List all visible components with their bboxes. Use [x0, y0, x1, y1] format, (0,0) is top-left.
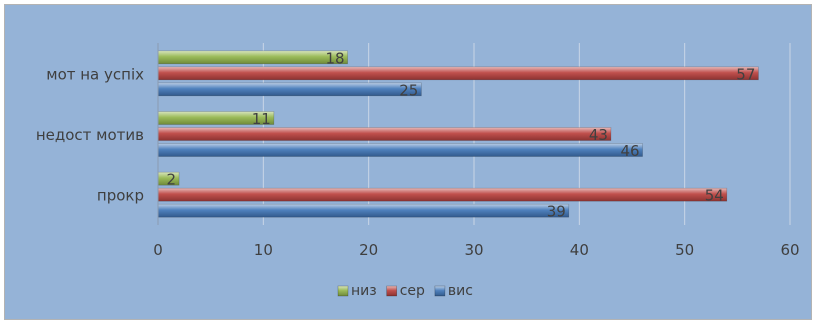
x-tick-label: 60 — [780, 241, 799, 259]
bar-вис-2 — [157, 203, 570, 218]
legend-swatch-сер — [386, 285, 398, 297]
x-tick-label: 10 — [254, 241, 273, 259]
category-label: мот на успіх — [46, 65, 144, 83]
data-label: 43 — [589, 126, 608, 144]
data-label: 54 — [705, 187, 724, 205]
x-tick-label: 40 — [570, 241, 589, 259]
data-label: 11 — [252, 110, 271, 128]
x-tick-label: 50 — [675, 241, 694, 259]
bar-сер-0 — [157, 66, 759, 81]
x-tick-label: 20 — [359, 241, 378, 259]
x-tick-label: 30 — [464, 241, 483, 259]
bar-вис-1 — [157, 143, 643, 157]
category-label: прокр — [97, 187, 144, 205]
legend-label: вис — [448, 283, 473, 299]
chart-area: мот на успіх 18 57 25 недост мотив 11 43 46 прок… — [4, 4, 812, 320]
data-label: 46 — [620, 142, 639, 160]
legend-label: сер — [400, 283, 425, 299]
legend-swatch-низ — [337, 285, 349, 297]
data-label: 2 — [167, 171, 177, 189]
category-label: недост мотив — [36, 126, 144, 144]
data-label: 18 — [326, 49, 345, 67]
bar-сер-2 — [157, 187, 728, 202]
bar-вис-0 — [157, 82, 422, 97]
legend-label: низ — [351, 283, 377, 299]
bar-сер-1 — [157, 127, 612, 141]
data-label: 39 — [547, 203, 566, 221]
data-label: 57 — [736, 65, 755, 83]
legend-swatch-вис — [434, 285, 446, 297]
bar-низ-0 — [157, 50, 348, 65]
data-label: 25 — [399, 81, 418, 99]
bar-chart: мот на успіх 18 57 25 недост мотив 11 43 46 прок… — [36, 43, 800, 299]
x-tick-label: 0 — [153, 241, 163, 259]
